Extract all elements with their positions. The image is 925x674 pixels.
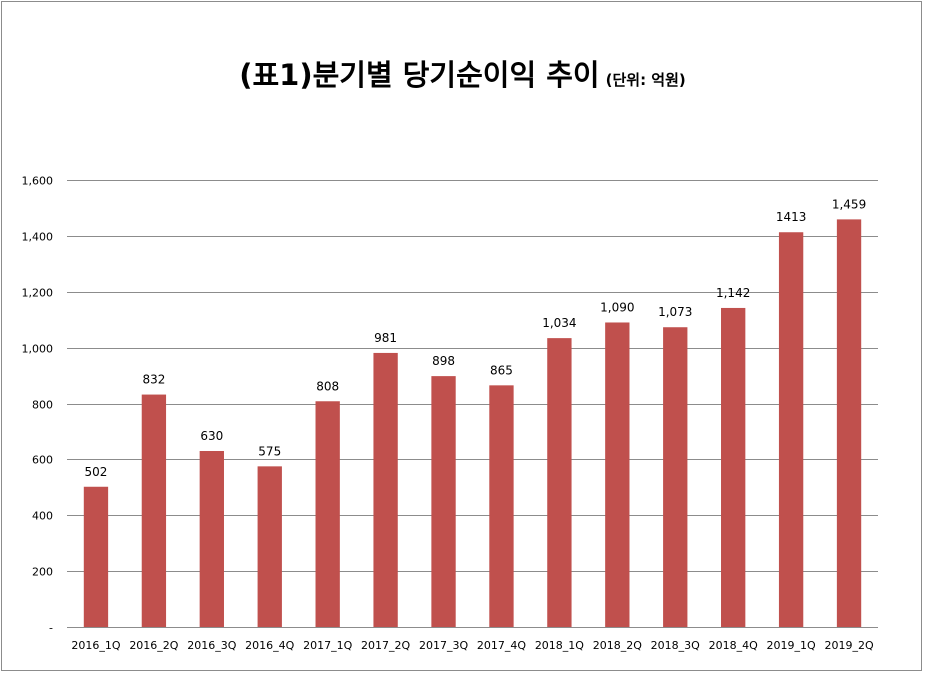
- bar: [315, 401, 340, 627]
- data-label: 502: [85, 465, 108, 479]
- x-tick-label: 2017_4Q: [477, 639, 526, 652]
- data-label: 1,142: [716, 286, 750, 300]
- x-tick-label: 2019_1Q: [767, 639, 816, 652]
- x-tick-label: 2017_3Q: [419, 639, 468, 652]
- y-tick-label: -: [49, 622, 53, 635]
- data-label: 1413: [776, 210, 807, 224]
- data-label: 981: [374, 331, 397, 345]
- bar: [373, 352, 398, 627]
- y-tick-label: 1,000: [22, 343, 54, 356]
- y-tick-label: 200: [32, 566, 53, 579]
- y-tick-label: 1,600: [22, 175, 54, 188]
- bar: [605, 322, 630, 627]
- data-label: 575: [258, 444, 281, 458]
- data-label: 865: [490, 363, 513, 377]
- x-tick-label: 2018_1Q: [535, 639, 584, 652]
- data-label: 1,090: [600, 300, 634, 314]
- y-tick-label: 1,400: [22, 231, 54, 244]
- bar: [778, 232, 804, 628]
- data-label: 832: [142, 373, 165, 387]
- bar: [199, 450, 224, 627]
- data-label: 808: [316, 379, 339, 393]
- x-axis-tick-labels: 2016_1Q 2016_2Q 2016_3Q 2016_4Q 2017_1Q 2017_…: [71, 639, 874, 652]
- x-tick-label: 2016_3Q: [187, 639, 236, 652]
- x-tick-label: 2016_1Q: [71, 639, 120, 652]
- bar: [489, 385, 514, 627]
- x-tick-label: 2017_1Q: [303, 639, 352, 652]
- bar: [721, 307, 746, 627]
- gridlines: [67, 180, 878, 628]
- y-tick-label: 1,200: [22, 287, 54, 300]
- x-tick-label: 2019_2Q: [824, 639, 873, 652]
- bar: [663, 327, 688, 627]
- bar: [836, 219, 862, 627]
- data-label: 630: [200, 429, 223, 443]
- data-label: 1,034: [542, 316, 576, 330]
- bar: [83, 486, 109, 627]
- data-labels: 502 832 630 575 808 981 898 865 1,034 1,090 1,073 1…: [85, 197, 867, 478]
- bar: [431, 376, 456, 627]
- x-tick-label: 2016_4Q: [245, 639, 294, 652]
- x-tick-label: 2016_2Q: [129, 639, 178, 652]
- chart-title-block: (표1)분기별 당기순이익 추이 (단위: 억원): [0, 52, 925, 94]
- data-label: 898: [432, 354, 455, 368]
- chart-title: (표1)분기별 당기순이익 추이: [239, 58, 600, 92]
- y-tick-label: 400: [32, 510, 53, 523]
- bars: [83, 219, 862, 628]
- bar: [257, 466, 282, 627]
- x-tick-label: 2018_2Q: [593, 639, 642, 652]
- data-label: 1,459: [832, 197, 866, 211]
- x-tick-label: 2018_4Q: [709, 639, 758, 652]
- bar: [141, 394, 167, 627]
- x-tick-label: 2017_2Q: [361, 639, 410, 652]
- x-tick-label: 2018_3Q: [651, 639, 700, 652]
- bar: [547, 338, 572, 627]
- y-tick-label: 800: [32, 399, 53, 412]
- y-axis-tick-labels: - 200 400 600 800 1,000 1,200 1,400 1,600: [22, 175, 54, 635]
- chart-unit-label: (단위: 억원): [605, 71, 686, 89]
- y-tick-label: 600: [32, 454, 53, 467]
- data-label: 1,073: [658, 305, 692, 319]
